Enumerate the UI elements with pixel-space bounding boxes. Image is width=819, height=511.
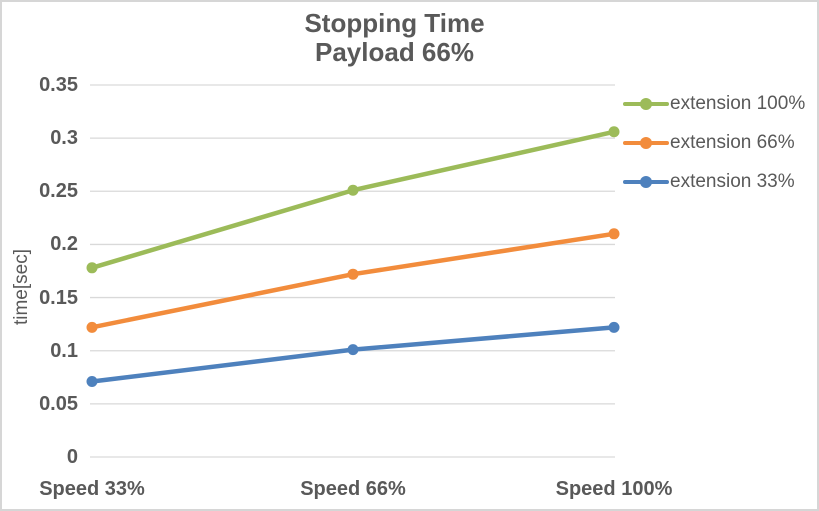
chart-title: Stopping Time Payload 66% bbox=[2, 9, 787, 67]
y-tick-label: 0.1 bbox=[50, 339, 78, 362]
legend-item-extension-33[interactable]: extension 33% bbox=[623, 170, 805, 194]
chart-title-line1: Stopping Time bbox=[304, 8, 485, 38]
legend-label: extension 66% bbox=[670, 132, 795, 153]
y-tick-label: 0.2 bbox=[50, 233, 78, 256]
data-point-extension-66[interactable] bbox=[86, 321, 98, 333]
y-tick-label: 0.05 bbox=[39, 392, 78, 415]
data-point-extension-100[interactable] bbox=[608, 126, 620, 138]
legend-label: extension 33% bbox=[670, 171, 795, 192]
y-tick-label: 0.35 bbox=[39, 74, 78, 96]
data-point-extension-100[interactable] bbox=[86, 262, 98, 274]
legend-dot-icon bbox=[640, 98, 652, 110]
y-tick-label: 0.25 bbox=[39, 180, 78, 203]
data-point-extension-66[interactable] bbox=[608, 228, 620, 240]
legend-label: extension 100% bbox=[670, 93, 806, 114]
y-tick-label: 0 bbox=[66, 446, 78, 468]
legend-dot-icon bbox=[640, 176, 652, 188]
data-point-extension-33[interactable] bbox=[86, 376, 98, 388]
x-axis-label: Speed 66% bbox=[300, 478, 406, 500]
data-point-extension-33[interactable] bbox=[608, 321, 620, 333]
legend-item-extension-66[interactable]: extension 66% bbox=[623, 131, 805, 155]
series-line-extension-66[interactable] bbox=[89, 231, 617, 330]
x-axis-label: Speed 33% bbox=[39, 478, 145, 500]
chart-title-line2: Payload 66% bbox=[315, 37, 474, 67]
data-point-extension-66[interactable] bbox=[347, 268, 359, 280]
legend-marker-icon bbox=[623, 131, 669, 155]
data-point-extension-100[interactable] bbox=[347, 184, 359, 196]
legend: extension 100% extension 66% extension 33% bbox=[623, 92, 805, 194]
legend-dot-icon bbox=[640, 137, 652, 149]
x-axis-label: Speed 100% bbox=[555, 478, 673, 500]
y-tick-label: 0.3 bbox=[50, 127, 78, 150]
y-tick-label: 0.15 bbox=[39, 286, 78, 309]
data-point-extension-33[interactable] bbox=[347, 344, 359, 356]
legend-marker-icon bbox=[623, 170, 669, 194]
legend-item-extension-100[interactable]: extension 100% bbox=[623, 92, 805, 116]
legend-marker-icon bbox=[623, 92, 669, 116]
